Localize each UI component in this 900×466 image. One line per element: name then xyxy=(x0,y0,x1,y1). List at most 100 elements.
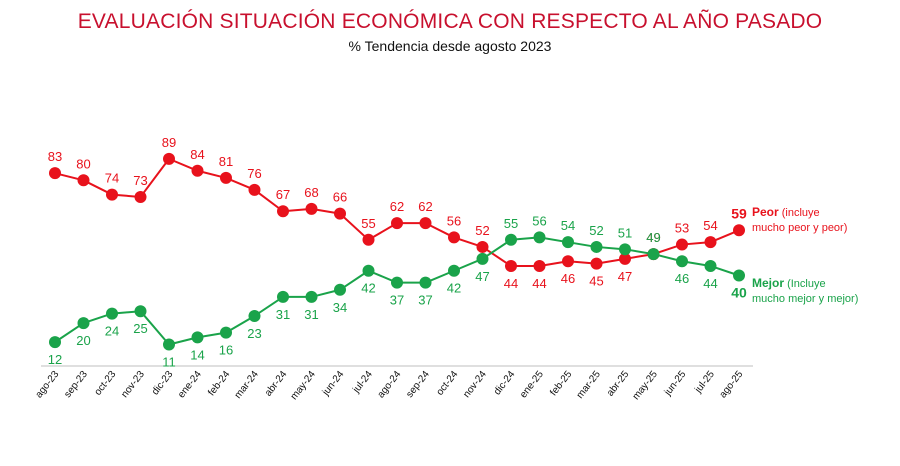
series-line-mejor xyxy=(54,236,740,346)
legend-mejor: Mejor (Incluye mucho mejor y mejor) xyxy=(752,276,858,307)
x-tick-label: oct-24 xyxy=(435,369,461,398)
data-point-peor xyxy=(619,252,631,265)
data-point-peor xyxy=(733,224,745,237)
data-label-mejor: 42 xyxy=(361,281,375,296)
data-point-mejor xyxy=(419,276,432,289)
data-label-peor: 44 xyxy=(532,276,546,291)
x-tick-label: nov-23 xyxy=(119,369,147,400)
data-point-mejor xyxy=(505,233,517,246)
data-point-mejor xyxy=(134,305,147,318)
data-point-mejor xyxy=(590,240,603,253)
data-point-peor xyxy=(305,202,318,215)
data-point-mejor xyxy=(704,259,717,272)
data-point-peor xyxy=(248,183,261,196)
data-point-peor xyxy=(704,236,717,249)
data-label-peor: 45 xyxy=(589,274,603,289)
x-tick-label: abr-24 xyxy=(263,369,290,399)
data-point-mejor xyxy=(676,255,688,268)
legend-peor: Peor (incluye mucho peor y peor) xyxy=(752,205,847,236)
legend-peor-detail-2: mucho peor y peor) xyxy=(752,222,848,234)
x-tick-label: ene-24 xyxy=(176,369,204,401)
x-tick-label: oct-23 xyxy=(93,369,119,398)
data-label-peor: 54 xyxy=(703,218,717,233)
data-label-mejor: 34 xyxy=(333,300,347,315)
chart-subtitle: % Tendencia desde agosto 2023 xyxy=(348,38,552,54)
data-point-mejor xyxy=(163,338,175,351)
data-label-mejor: 37 xyxy=(418,293,432,308)
data-point-mejor xyxy=(619,243,631,256)
data-point-peor xyxy=(505,259,517,272)
data-label-peor: 81 xyxy=(219,154,233,169)
data-point-peor xyxy=(49,167,61,180)
x-tick-label: mar-25 xyxy=(575,369,603,401)
data-point-peor xyxy=(163,152,175,165)
data-label-mejor: 24 xyxy=(105,324,119,339)
x-tick-label: feb-25 xyxy=(548,369,574,398)
x-tick-label: ago-24 xyxy=(376,369,404,401)
data-label-peor: 67 xyxy=(276,187,290,202)
data-label-peor: 49 xyxy=(646,230,660,245)
legend-mejor-detail-2: mucho mejor y mejor) xyxy=(752,293,859,305)
data-label-mejor: 51 xyxy=(618,225,632,240)
data-point-peor xyxy=(590,257,603,270)
legend-mejor-label: Mejor xyxy=(752,276,785,290)
x-tick-label: abr-25 xyxy=(605,369,632,399)
data-point-mejor xyxy=(733,269,745,282)
data-label-mejor: 20 xyxy=(76,333,90,348)
x-tick-label: mar-24 xyxy=(233,369,261,401)
data-point-mejor xyxy=(448,264,460,277)
data-point-peor xyxy=(448,231,460,244)
x-tick-label: dic-23 xyxy=(150,369,176,398)
x-tick-label: feb-24 xyxy=(206,369,232,398)
x-tick-label: nov-24 xyxy=(461,369,489,400)
legend-peor-label: Peor xyxy=(752,205,779,219)
data-label-peor: 84 xyxy=(190,147,204,162)
x-tick-label: ene-25 xyxy=(518,369,546,401)
data-point-peor xyxy=(362,233,375,246)
data-label-peor: 74 xyxy=(105,171,119,186)
data-label-mejor: 44 xyxy=(703,276,717,291)
data-label-mejor: 47 xyxy=(475,269,489,284)
data-point-mejor xyxy=(106,307,118,320)
data-point-mejor xyxy=(562,236,574,249)
data-point-peor xyxy=(106,188,118,201)
data-label-mejor: 56 xyxy=(532,213,546,228)
data-label-mejor: 37 xyxy=(390,293,404,308)
data-label-mejor: 49 xyxy=(646,230,660,245)
data-label-peor: 66 xyxy=(333,190,347,205)
data-point-mejor xyxy=(248,309,261,322)
data-label-peor: 59 xyxy=(731,205,747,221)
x-tick-label: jun-24 xyxy=(320,369,347,399)
data-label-mejor: 31 xyxy=(276,307,290,322)
data-point-mejor xyxy=(77,317,90,330)
data-point-peor xyxy=(277,205,289,218)
data-label-peor: 76 xyxy=(247,166,261,181)
data-point-peor xyxy=(476,240,489,253)
data-point-mejor xyxy=(362,264,375,277)
x-tick-label: ago-23 xyxy=(34,369,62,401)
data-point-mejor xyxy=(220,326,232,339)
data-point-mejor xyxy=(305,290,318,303)
data-point-mejor xyxy=(391,276,403,289)
data-point-mejor xyxy=(277,290,289,303)
data-point-peor xyxy=(562,255,574,268)
data-point-mejor xyxy=(647,248,660,261)
data-point-peor xyxy=(191,164,204,177)
data-label-peor: 89 xyxy=(162,135,176,150)
data-label-mejor: 52 xyxy=(589,223,603,238)
x-tick-label: may-24 xyxy=(289,369,318,402)
x-tick-label: jun-25 xyxy=(662,369,689,399)
data-point-peor xyxy=(334,207,346,220)
data-label-mejor: 31 xyxy=(304,307,318,322)
data-label-mejor: 12 xyxy=(48,352,62,367)
data-point-mejor xyxy=(476,252,489,265)
data-point-mejor xyxy=(49,336,61,349)
data-label-peor: 52 xyxy=(475,223,489,238)
legend-peor-detail-1: (incluye xyxy=(781,207,820,219)
data-point-peor xyxy=(220,171,232,184)
data-label-mejor: 40 xyxy=(731,285,747,301)
data-label-peor: 53 xyxy=(675,221,689,236)
data-label-peor: 46 xyxy=(561,271,575,286)
data-point-mejor xyxy=(334,283,346,296)
